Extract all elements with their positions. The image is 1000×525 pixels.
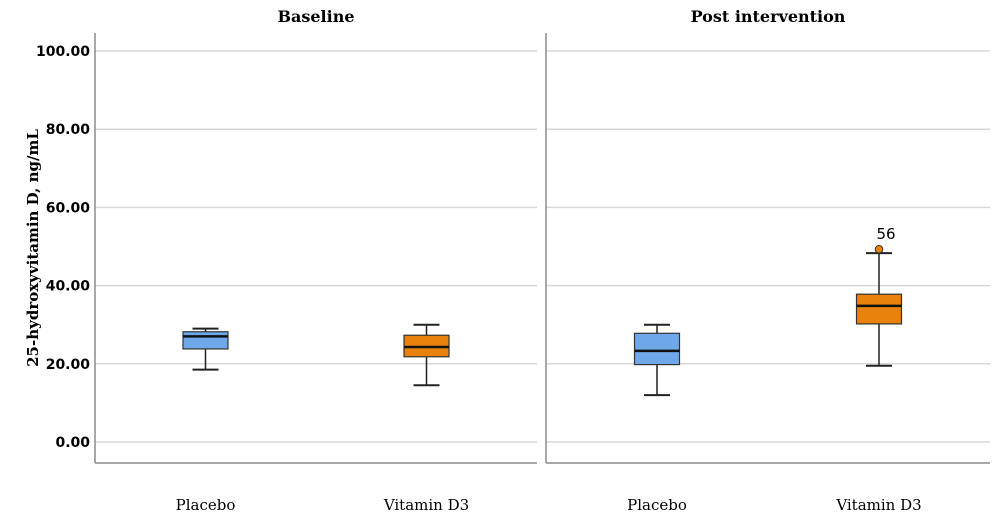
box — [633, 332, 681, 366]
box — [182, 331, 229, 350]
outlier-point — [874, 244, 884, 254]
y-tick-label: 40.00 — [46, 279, 91, 295]
panel-title: Post intervention — [691, 7, 846, 26]
y-tick-label: 60.00 — [46, 200, 91, 216]
x-tick-label: Placebo — [627, 496, 687, 514]
y-tick-label: 20.00 — [46, 357, 91, 373]
panel-title: Baseline — [277, 7, 354, 26]
outlier-label: 56 — [876, 225, 895, 243]
x-tick-label: Placebo — [176, 496, 236, 514]
y-tick-label: 80.00 — [46, 122, 91, 138]
y-tick-label: 0.00 — [55, 435, 90, 451]
box — [855, 293, 903, 325]
x-tick-label: Vitamin D3 — [383, 496, 469, 514]
y-axis-label: 25-hydroxyvitamin D, ng/mL — [24, 129, 42, 367]
x-tick-label: Vitamin D3 — [835, 496, 921, 514]
y-tick-label: 100.00 — [36, 44, 90, 60]
